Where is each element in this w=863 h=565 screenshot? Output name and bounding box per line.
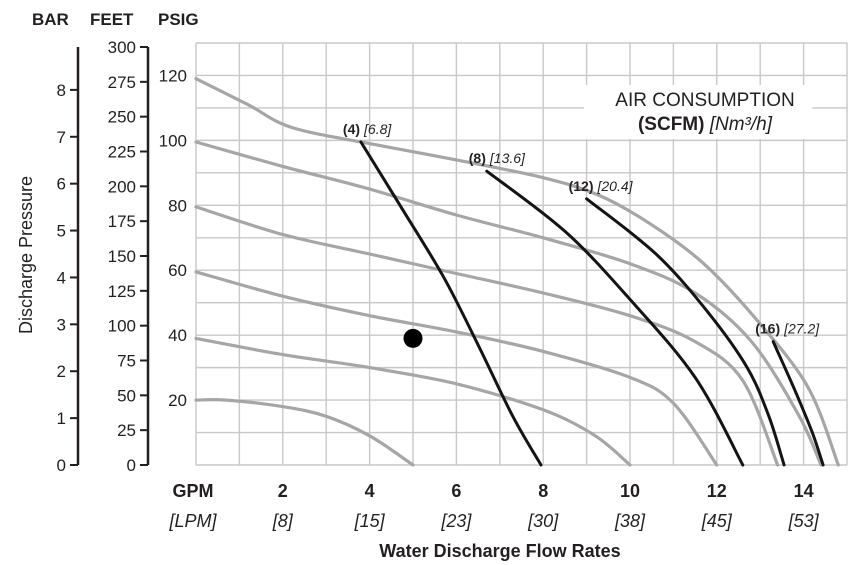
feet-axis-header: FEET	[90, 10, 134, 29]
pressure-curves	[194, 77, 840, 467]
psig-tick-label: 100	[159, 131, 187, 150]
air-curve-label-nm3h: [20.4]	[597, 178, 634, 194]
x-tick-label-lpm: [8]	[272, 511, 294, 531]
bar-tick-label: 8	[57, 81, 66, 100]
psig-tick-label: 60	[168, 261, 187, 280]
psig-tick-label: 80	[168, 196, 187, 215]
psig-tick-label: 20	[168, 391, 187, 410]
air-curve-label-scfm: (4)	[343, 121, 360, 137]
air-curve-label-nm3h: [27.2]	[783, 321, 820, 337]
x-unit-gpm: GPM	[172, 481, 213, 501]
feet-tick-label: 200	[108, 177, 136, 196]
x-tick-label-gpm: 4	[365, 481, 375, 501]
pressure-curve	[194, 205, 780, 467]
pressure-curve	[194, 77, 840, 467]
x-tick-label-lpm: [23]	[440, 511, 472, 531]
y-axis-title: Discharge Pressure	[16, 176, 36, 334]
x-unit-lpm: [LPM]	[168, 511, 217, 531]
air-curve-label: (8) [13.6]	[469, 150, 526, 166]
air-consumption-curve	[485, 169, 745, 467]
bar-tick-label: 4	[57, 268, 66, 287]
psig-axis-header: PSIG	[158, 10, 199, 29]
feet-tick-label: 175	[108, 212, 136, 231]
operating-point-marker	[403, 328, 423, 348]
air-consumption-curve	[771, 340, 825, 467]
legend-title: AIR CONSUMPTION	[615, 90, 794, 111]
x-tick-label-gpm: 10	[620, 481, 640, 501]
air-curve-label-scfm: (16)	[755, 321, 780, 337]
air-curve-labels: (4) [6.8] (8) [13.6] (12) [20.4] (16) [27.2]	[343, 121, 820, 337]
bar-tick-label: 1	[57, 409, 66, 428]
feet-tick-label: 300	[108, 38, 136, 57]
tick-labels: 0123456780255075100125150175200225250275…	[57, 38, 820, 531]
psig-tick-label: 120	[159, 66, 187, 85]
feet-tick-label: 125	[108, 282, 136, 301]
x-tick-label-gpm: 12	[707, 481, 727, 501]
x-tick-label-lpm: [53]	[788, 511, 820, 531]
x-axis-title: Water Discharge Flow Rates	[379, 541, 620, 561]
pressure-curve	[194, 140, 823, 467]
bar-tick-label: 3	[57, 315, 66, 334]
x-tick-label-lpm: [45]	[701, 511, 733, 531]
air-consumption-curves	[359, 140, 825, 467]
x-tick-label-gpm: 14	[794, 481, 814, 501]
axes	[70, 46, 150, 466]
feet-tick-label: 275	[108, 73, 136, 92]
legend-background	[584, 85, 812, 139]
pressure-curve	[194, 270, 719, 467]
feet-tick-label: 25	[117, 421, 136, 440]
air-curve-label-scfm: (12)	[569, 178, 594, 194]
feet-tick-label: 100	[108, 317, 136, 336]
air-consumption-curve	[585, 197, 786, 467]
x-tick-label-lpm: [30]	[527, 511, 559, 531]
feet-tick-label: 0	[127, 456, 136, 475]
air-curve-label: (12) [20.4]	[569, 178, 634, 194]
x-tick-label-gpm: 2	[278, 481, 288, 501]
pressure-curve	[194, 398, 415, 467]
feet-tick-label: 250	[108, 108, 136, 127]
pressure-curve	[194, 336, 632, 467]
air-curve-label-scfm: (8)	[469, 150, 486, 166]
bar-tick-label: 7	[57, 128, 66, 147]
feet-tick-label: 75	[117, 352, 136, 371]
psig-tick-label: 40	[168, 326, 187, 345]
bar-tick-label: 6	[57, 175, 66, 194]
bar-tick-label: 0	[57, 456, 66, 475]
legend-units: (SCFM) [Nm³/h]	[638, 114, 773, 135]
feet-tick-label: 150	[108, 247, 136, 266]
x-tick-label-gpm: 8	[538, 481, 548, 501]
feet-tick-label: 225	[108, 143, 136, 162]
air-curve-label: (16) [27.2]	[755, 321, 820, 337]
bar-axis-header: BAR	[32, 10, 69, 29]
air-curve-label-nm3h: [13.6]	[489, 150, 526, 166]
x-tick-label-lpm: [15]	[354, 511, 386, 531]
bar-tick-label: 2	[57, 362, 66, 381]
bar-tick-label: 5	[57, 222, 66, 241]
air-curve-label-nm3h: [6.8]	[363, 121, 392, 137]
air-curve-label: (4) [6.8]	[343, 121, 392, 137]
x-tick-label-lpm: [38]	[614, 511, 646, 531]
x-tick-label-gpm: 6	[451, 481, 461, 501]
feet-tick-label: 50	[117, 386, 136, 405]
air-consumption-curve	[359, 140, 543, 467]
